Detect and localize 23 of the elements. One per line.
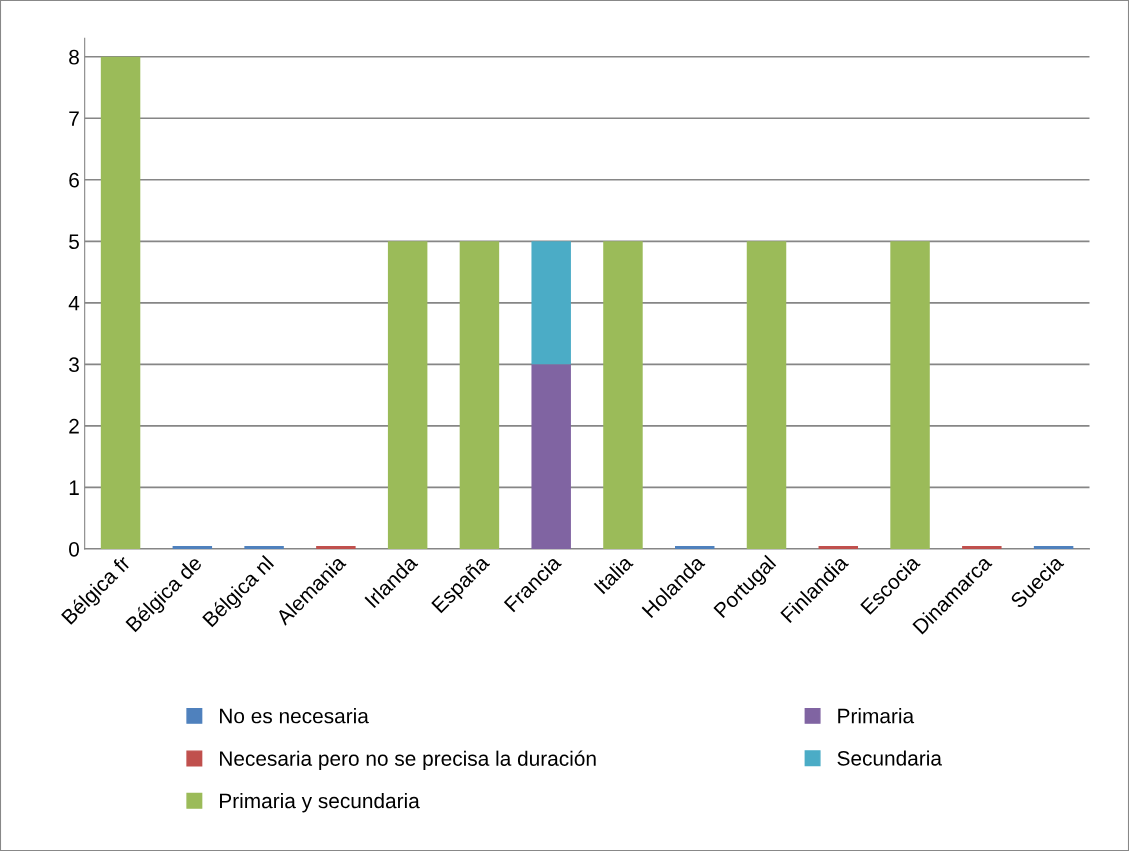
legend-label: Primaria <box>838 708 915 724</box>
legend-label: Necesaria pero no se precisa la duración <box>220 750 596 771</box>
x-tick-label: Italia <box>593 553 634 595</box>
legend-label: Secundaria <box>837 750 942 766</box>
y-tick-label: 8 <box>69 49 79 65</box>
bar <box>890 241 930 549</box>
bar <box>746 241 787 549</box>
bar <box>531 241 571 365</box>
bar <box>100 56 141 549</box>
y-tick-label: 1 <box>69 480 79 495</box>
y-tick-label: 3 <box>69 357 79 373</box>
y-tick-label: 6 <box>69 172 79 188</box>
bar <box>531 364 571 549</box>
legend-label: No es necesaria <box>220 708 369 724</box>
bar <box>603 241 643 549</box>
y-tick-label: 4 <box>68 296 80 311</box>
bar <box>387 241 428 549</box>
y-tick-label: 7 <box>69 111 79 126</box>
legend-label: Primaria y secundaria <box>220 792 420 813</box>
y-tick-label: 0 <box>69 541 79 557</box>
y-tick-label: 5 <box>69 234 79 250</box>
bar <box>459 241 500 549</box>
y-tick-label: 2 <box>69 418 79 434</box>
